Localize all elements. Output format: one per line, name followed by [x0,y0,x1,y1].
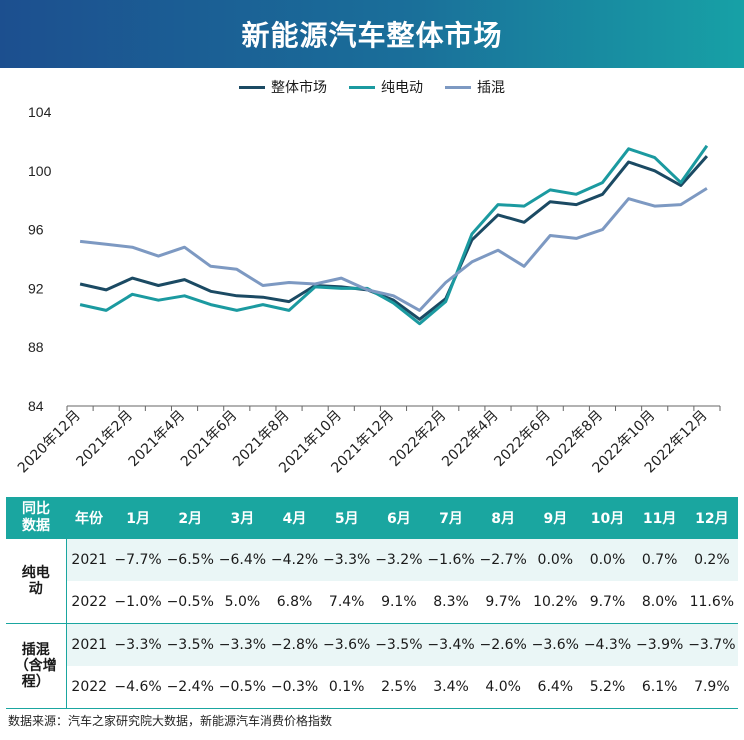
header-category: 同比数据 [6,497,66,539]
series-line-2 [79,187,708,312]
table-cell: 9.7% [477,581,530,624]
table-cell: −3.4% [424,623,478,666]
table-cell: −2.6% [477,623,530,666]
table-cell: 0.2% [685,539,738,581]
header-month: 9月 [529,497,582,539]
row-category: 插混（含增程） [6,623,67,709]
page-title: 新能源汽车整体市场 [241,19,503,52]
y-tick-label: 100 [28,163,52,179]
title-bar [0,0,744,68]
legend-swatch-bev [349,85,375,89]
table-cell: 7.4% [320,581,373,624]
table-cell: −3.3% [216,623,269,666]
table-cell: −3.9% [633,623,686,666]
source-note: 数据来源：汽车之家研究院大数据，新能源汽车消费价格指数 [8,714,333,728]
table-cell: −0.5% [164,581,217,624]
header-month: 1月 [112,497,165,539]
table-cell: −3.7% [685,623,738,666]
table-cell: 9.1% [372,581,425,624]
table-cell: 2.5% [372,666,425,709]
table-cell: −3.6% [529,623,582,666]
table-cell: −7.7% [112,539,165,581]
table-cell: −6.5% [164,539,217,581]
table-row: 2022 −4.6% −2.4% −0.5% −0.3% 0.1% 2.5% 3.4% 4.0%… [6,666,738,709]
table-cell: 0.1% [320,666,373,709]
table-cell: −2.4% [164,666,217,709]
table-cell: −3.6% [320,623,373,666]
table-cell: 11.6% [685,581,738,624]
y-tick-label: 88 [28,339,44,355]
header-month: 2月 [164,497,217,539]
table-cell: −0.3% [268,666,321,709]
table-cell: 8.3% [424,581,478,624]
header-month: 6月 [372,497,425,539]
y-tick-label: 84 [28,398,44,414]
table-cell: −2.8% [268,623,321,666]
table-header-row: 同比数据 年份 1月 2月 3月 4月 5月 6月 7月 8月 9月 10月 1… [6,497,738,539]
table-cell: 10.2% [529,581,582,624]
row-year: 2022 [66,581,112,624]
table-cell: 5.0% [216,581,269,624]
y-tick-label: 92 [28,280,44,296]
table-cell: 0.7% [633,539,686,581]
table-cell: 6.8% [268,581,321,624]
table-cell: 7.9% [685,666,738,709]
table-cell: 0.0% [529,539,582,581]
row-year: 2021 [66,623,112,666]
table-cell: 8.0% [633,581,686,624]
table-cell: 4.0% [477,666,530,709]
legend-swatch-overall [239,85,265,89]
table-cell: −3.5% [372,623,425,666]
header-month: 10月 [581,497,634,539]
table-cell: −3.3% [320,539,373,581]
table-cell: −6.4% [216,539,269,581]
header-month: 11月 [633,497,686,539]
legend-label-phev: 插混 [477,80,505,96]
table-cell: −0.5% [216,666,269,709]
table-cell: 6.1% [633,666,686,709]
legend-label-bev: 纯电动 [381,80,423,96]
line-chart: 848892961001042020年12月2021年2月2021年4月2021… [15,104,721,477]
row-year: 2022 [66,666,112,709]
table-row: 纯电动 2021 −7.7% −6.5% −6.4% −4.2% −3.3% −3.2% −1.… [6,539,738,624]
table-cell: −4.6% [112,666,165,709]
table-row: 2022 −1.0% −0.5% 5.0% 6.8% 7.4% 9.1% 8.3% 9.7% 10… [6,581,738,624]
header-month: 12月 [685,497,738,539]
table-cell: 0.0% [581,539,634,581]
table-cell: −3.2% [372,539,425,581]
table-cell: −4.3% [581,623,634,666]
header-month: 4月 [268,497,321,539]
legend-swatch-phev [445,85,471,89]
table-cell: −1.0% [112,581,165,624]
table-cell: 6.4% [529,666,582,709]
table-cell: −3.5% [164,623,217,666]
table-cell: 9.7% [581,581,634,624]
y-tick-label: 104 [28,104,52,120]
chart-legend: 整体市场 纯电动 插混 [0,76,744,98]
row-category: 纯电动 [6,539,67,624]
table-row: 插混（含增程） 2021 −3.3% −3.5% −3.3% −2.8% −3.6% −3.5… [6,623,738,709]
row-year: 2021 [66,539,112,581]
table-cell: 5.2% [581,666,634,709]
legend-label-overall: 整体市场 [271,80,327,96]
table-cell: −3.3% [112,623,165,666]
y-tick-label: 96 [28,222,44,238]
x-tick-label: 2020年12月 [15,408,84,477]
header-month: 8月 [477,497,530,539]
table-cell: −1.6% [424,539,478,581]
yoy-table: 同比数据 年份 1月 2月 3月 4月 5月 6月 7月 8月 9月 10月 1… [6,497,738,709]
header-year: 年份 [66,497,112,539]
table-cell: −2.7% [477,539,530,581]
header-month: 7月 [424,497,478,539]
legend-item-phev: 插混 [445,77,505,97]
header-month: 3月 [216,497,269,539]
table-body: 纯电动 2021 −7.7% −6.5% −6.4% −4.2% −3.3% −3.2% −1.… [6,539,738,709]
legend-item-bev: 纯电动 [349,77,423,97]
header-month: 5月 [320,497,373,539]
table-cell: −4.2% [268,539,321,581]
legend-item-overall: 整体市场 [239,77,327,97]
table-cell: 3.4% [424,666,478,709]
